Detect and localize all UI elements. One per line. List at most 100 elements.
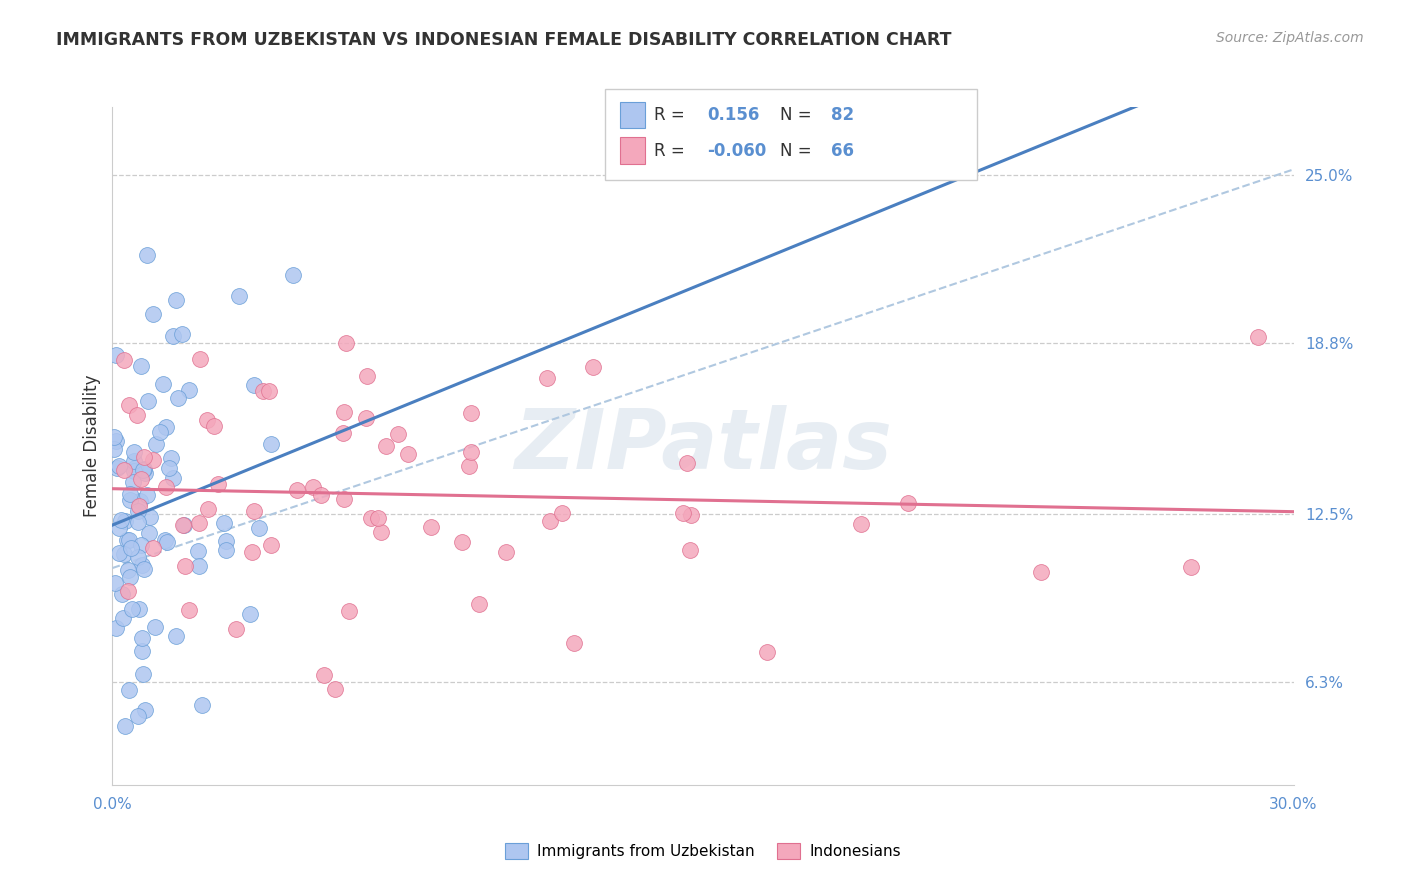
Point	[157, 461, 180, 475]
Point	[225, 622, 247, 636]
Point	[242, 545, 264, 559]
Point	[333, 405, 356, 419]
Point	[420, 519, 443, 533]
Point	[458, 458, 481, 473]
Point	[367, 511, 389, 525]
Point	[131, 644, 153, 658]
Point	[118, 570, 141, 584]
Point	[104, 575, 127, 590]
Text: R =: R =	[654, 142, 690, 160]
Point	[121, 602, 143, 616]
Point	[118, 683, 141, 698]
Point	[136, 248, 159, 262]
Point	[679, 508, 702, 522]
Point	[134, 703, 156, 717]
Point	[108, 546, 131, 560]
Point	[207, 477, 229, 491]
Legend: Immigrants from Uzbekistan, Indonesians: Immigrants from Uzbekistan, Indonesians	[499, 838, 907, 865]
Point	[260, 437, 283, 451]
Point	[679, 543, 702, 558]
Point	[1180, 560, 1202, 574]
Point	[214, 516, 236, 530]
Point	[190, 698, 212, 712]
Point	[131, 558, 153, 572]
Point	[139, 509, 162, 524]
Point	[335, 336, 357, 351]
Point	[132, 562, 155, 576]
Point	[360, 510, 382, 524]
Point	[136, 393, 159, 408]
Point	[166, 629, 188, 643]
Point	[132, 450, 155, 464]
Point	[354, 411, 377, 425]
Point	[104, 621, 127, 635]
Point	[127, 516, 149, 530]
Text: 66: 66	[831, 142, 853, 160]
Point	[124, 444, 146, 458]
Point	[153, 533, 176, 548]
Point	[332, 425, 354, 440]
Point	[177, 603, 200, 617]
Point	[114, 514, 136, 528]
Point	[197, 502, 219, 516]
Point	[145, 437, 167, 451]
Point	[451, 535, 474, 549]
Point	[323, 681, 346, 696]
Point	[134, 461, 156, 475]
Point	[170, 326, 193, 341]
Point	[387, 426, 409, 441]
Point	[562, 636, 585, 650]
Point	[132, 666, 155, 681]
Point	[118, 398, 141, 412]
Point	[849, 516, 872, 531]
Point	[252, 384, 274, 399]
Point	[108, 521, 131, 535]
Point	[897, 496, 920, 510]
Point	[582, 360, 605, 375]
Point	[118, 487, 141, 501]
Point	[1247, 330, 1270, 344]
Point	[111, 587, 134, 601]
Text: 0.156: 0.156	[707, 106, 759, 124]
Point	[124, 464, 146, 478]
Point	[129, 538, 152, 552]
Point	[173, 517, 195, 532]
Point	[188, 559, 211, 574]
Point	[128, 493, 150, 508]
Point	[128, 499, 150, 513]
Point	[120, 492, 142, 507]
Point	[238, 607, 260, 621]
Point	[195, 413, 218, 427]
Point	[165, 293, 187, 307]
Text: Source: ZipAtlas.com: Source: ZipAtlas.com	[1216, 31, 1364, 45]
Point	[129, 471, 152, 485]
Point	[301, 479, 323, 493]
Point	[131, 631, 153, 645]
Point	[127, 504, 149, 518]
Point	[356, 369, 378, 384]
Point	[122, 475, 145, 490]
Point	[374, 439, 396, 453]
Point	[142, 452, 165, 467]
Y-axis label: Female Disability: Female Disability	[83, 375, 101, 517]
Point	[495, 544, 517, 558]
Point	[551, 506, 574, 520]
Point	[672, 506, 695, 520]
Point	[103, 430, 125, 444]
Text: N =: N =	[780, 142, 817, 160]
Point	[105, 348, 128, 362]
Point	[112, 547, 135, 561]
Point	[129, 359, 152, 374]
Point	[202, 418, 225, 433]
Point	[117, 533, 139, 548]
Point	[112, 463, 135, 477]
Point	[143, 620, 166, 634]
Text: IMMIGRANTS FROM UZBEKISTAN VS INDONESIAN FEMALE DISABILITY CORRELATION CHART: IMMIGRANTS FROM UZBEKISTAN VS INDONESIAN…	[56, 31, 952, 49]
Point	[127, 708, 149, 723]
Text: N =: N =	[780, 106, 817, 124]
Point	[538, 514, 561, 528]
Point	[138, 525, 160, 540]
Point	[215, 543, 238, 558]
Point	[460, 444, 482, 458]
Point	[142, 307, 165, 321]
